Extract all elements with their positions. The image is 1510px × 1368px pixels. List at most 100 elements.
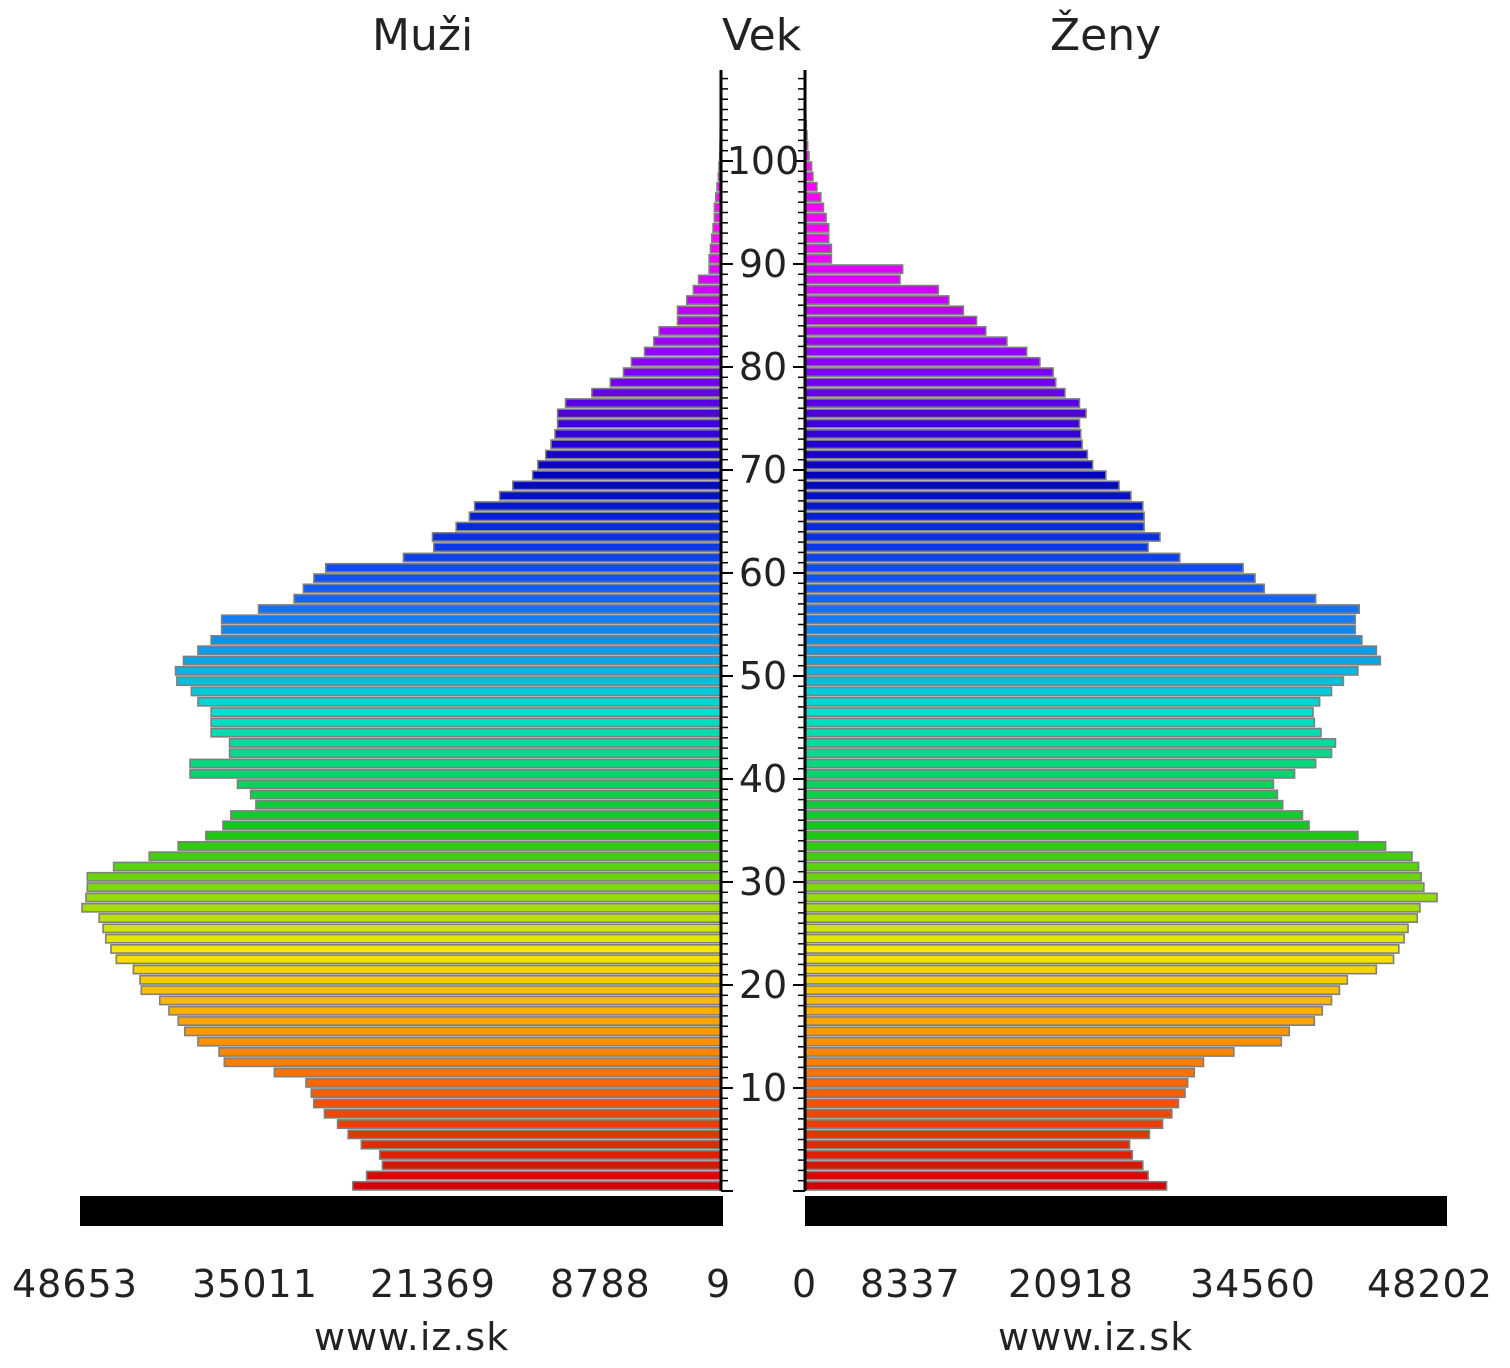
male-bar bbox=[306, 1079, 721, 1087]
male-bar bbox=[206, 832, 721, 840]
male-axis-tick: 9 bbox=[706, 1262, 731, 1306]
male-bar bbox=[256, 801, 721, 809]
female-bar bbox=[805, 914, 1417, 922]
male-bar bbox=[178, 1017, 721, 1025]
female-bar bbox=[805, 286, 938, 294]
age-tick-label: 20 bbox=[739, 963, 787, 1007]
male-bar bbox=[211, 636, 721, 644]
male-bar bbox=[141, 986, 721, 994]
male-bar bbox=[222, 626, 721, 634]
female-bar bbox=[805, 1089, 1185, 1097]
female-bar bbox=[805, 244, 831, 252]
female-bar bbox=[805, 935, 1404, 943]
female-bar bbox=[805, 904, 1420, 912]
male-axis-bar bbox=[80, 1196, 723, 1226]
male-bar bbox=[176, 667, 721, 675]
male-bar bbox=[259, 605, 721, 613]
female-bar bbox=[805, 698, 1320, 706]
age-header: Vek bbox=[722, 10, 801, 61]
male-axis-tick: 48653 bbox=[12, 1262, 138, 1306]
female-bar bbox=[805, 296, 949, 304]
female-bar bbox=[805, 337, 1007, 345]
female-bar bbox=[805, 708, 1313, 716]
male-bar bbox=[106, 935, 721, 943]
male-bar bbox=[546, 450, 721, 458]
male-bar bbox=[111, 945, 721, 953]
female-bar bbox=[805, 780, 1273, 788]
female-bar bbox=[805, 656, 1380, 664]
female-bar bbox=[805, 502, 1143, 510]
male-bar bbox=[538, 461, 721, 469]
male-bar bbox=[469, 512, 721, 520]
female-axis-tick: 0 bbox=[792, 1262, 817, 1306]
female-bar bbox=[805, 1110, 1172, 1118]
female-bar bbox=[805, 749, 1331, 757]
female-bar bbox=[805, 430, 1081, 438]
female-bar bbox=[805, 759, 1316, 767]
male-bar bbox=[380, 1151, 721, 1159]
female-bar bbox=[805, 677, 1343, 685]
female-bar bbox=[805, 842, 1386, 850]
female-bar bbox=[805, 1161, 1143, 1169]
age-tick-label: 30 bbox=[739, 860, 787, 904]
male-bar bbox=[699, 275, 721, 283]
male-bar bbox=[555, 430, 721, 438]
male-bar bbox=[631, 358, 721, 366]
male-bar bbox=[456, 523, 721, 531]
male-bar bbox=[211, 718, 721, 726]
female-bar bbox=[805, 533, 1160, 541]
age-tick-label: 100 bbox=[727, 139, 800, 183]
male-bar bbox=[224, 1058, 721, 1066]
male-bar bbox=[230, 749, 721, 757]
male-bar bbox=[231, 811, 721, 819]
female-axis-tick: 8337 bbox=[860, 1262, 961, 1306]
female-bar bbox=[805, 1141, 1130, 1149]
male-bar bbox=[314, 1099, 721, 1107]
male-bar bbox=[223, 821, 721, 829]
female-bar bbox=[805, 523, 1144, 531]
male-bar bbox=[211, 708, 721, 716]
male-bar bbox=[624, 368, 721, 376]
male-bar bbox=[709, 255, 721, 263]
male-bar bbox=[190, 770, 721, 778]
male-axis-tick: 35011 bbox=[192, 1262, 318, 1306]
male-bar bbox=[160, 996, 721, 1004]
male-bar bbox=[434, 543, 721, 551]
male-bar bbox=[475, 502, 721, 510]
male-bar bbox=[198, 698, 721, 706]
female-bar bbox=[805, 306, 963, 314]
male-bar bbox=[566, 399, 721, 407]
female-bar bbox=[805, 1038, 1281, 1046]
female-bar bbox=[805, 605, 1359, 613]
female-bar bbox=[805, 1120, 1163, 1128]
male-bar bbox=[558, 420, 721, 428]
female-bar bbox=[805, 862, 1419, 870]
female-bar bbox=[805, 615, 1355, 623]
male-bar bbox=[133, 965, 721, 973]
female-bar bbox=[805, 265, 903, 273]
male-bar bbox=[185, 1027, 721, 1035]
female-bar bbox=[805, 234, 829, 242]
male-bar bbox=[500, 492, 721, 500]
female-bar bbox=[805, 832, 1358, 840]
female-axis-tick: 34560 bbox=[1190, 1262, 1316, 1306]
female-bar bbox=[805, 821, 1309, 829]
age-tick-label: 70 bbox=[739, 448, 787, 492]
female-bars bbox=[805, 90, 1437, 1190]
male-bar bbox=[367, 1171, 721, 1179]
female-bar bbox=[805, 852, 1412, 860]
male-bar bbox=[709, 265, 721, 273]
female-bar bbox=[805, 378, 1056, 386]
male-bar bbox=[303, 584, 721, 592]
male-bar bbox=[198, 1038, 721, 1046]
male-bar bbox=[169, 1007, 721, 1015]
male-bar bbox=[183, 656, 721, 664]
male-bar bbox=[592, 389, 721, 397]
male-bar bbox=[116, 955, 721, 963]
female-bar bbox=[805, 368, 1053, 376]
male-bar bbox=[82, 904, 721, 912]
male-bar bbox=[87, 873, 721, 881]
